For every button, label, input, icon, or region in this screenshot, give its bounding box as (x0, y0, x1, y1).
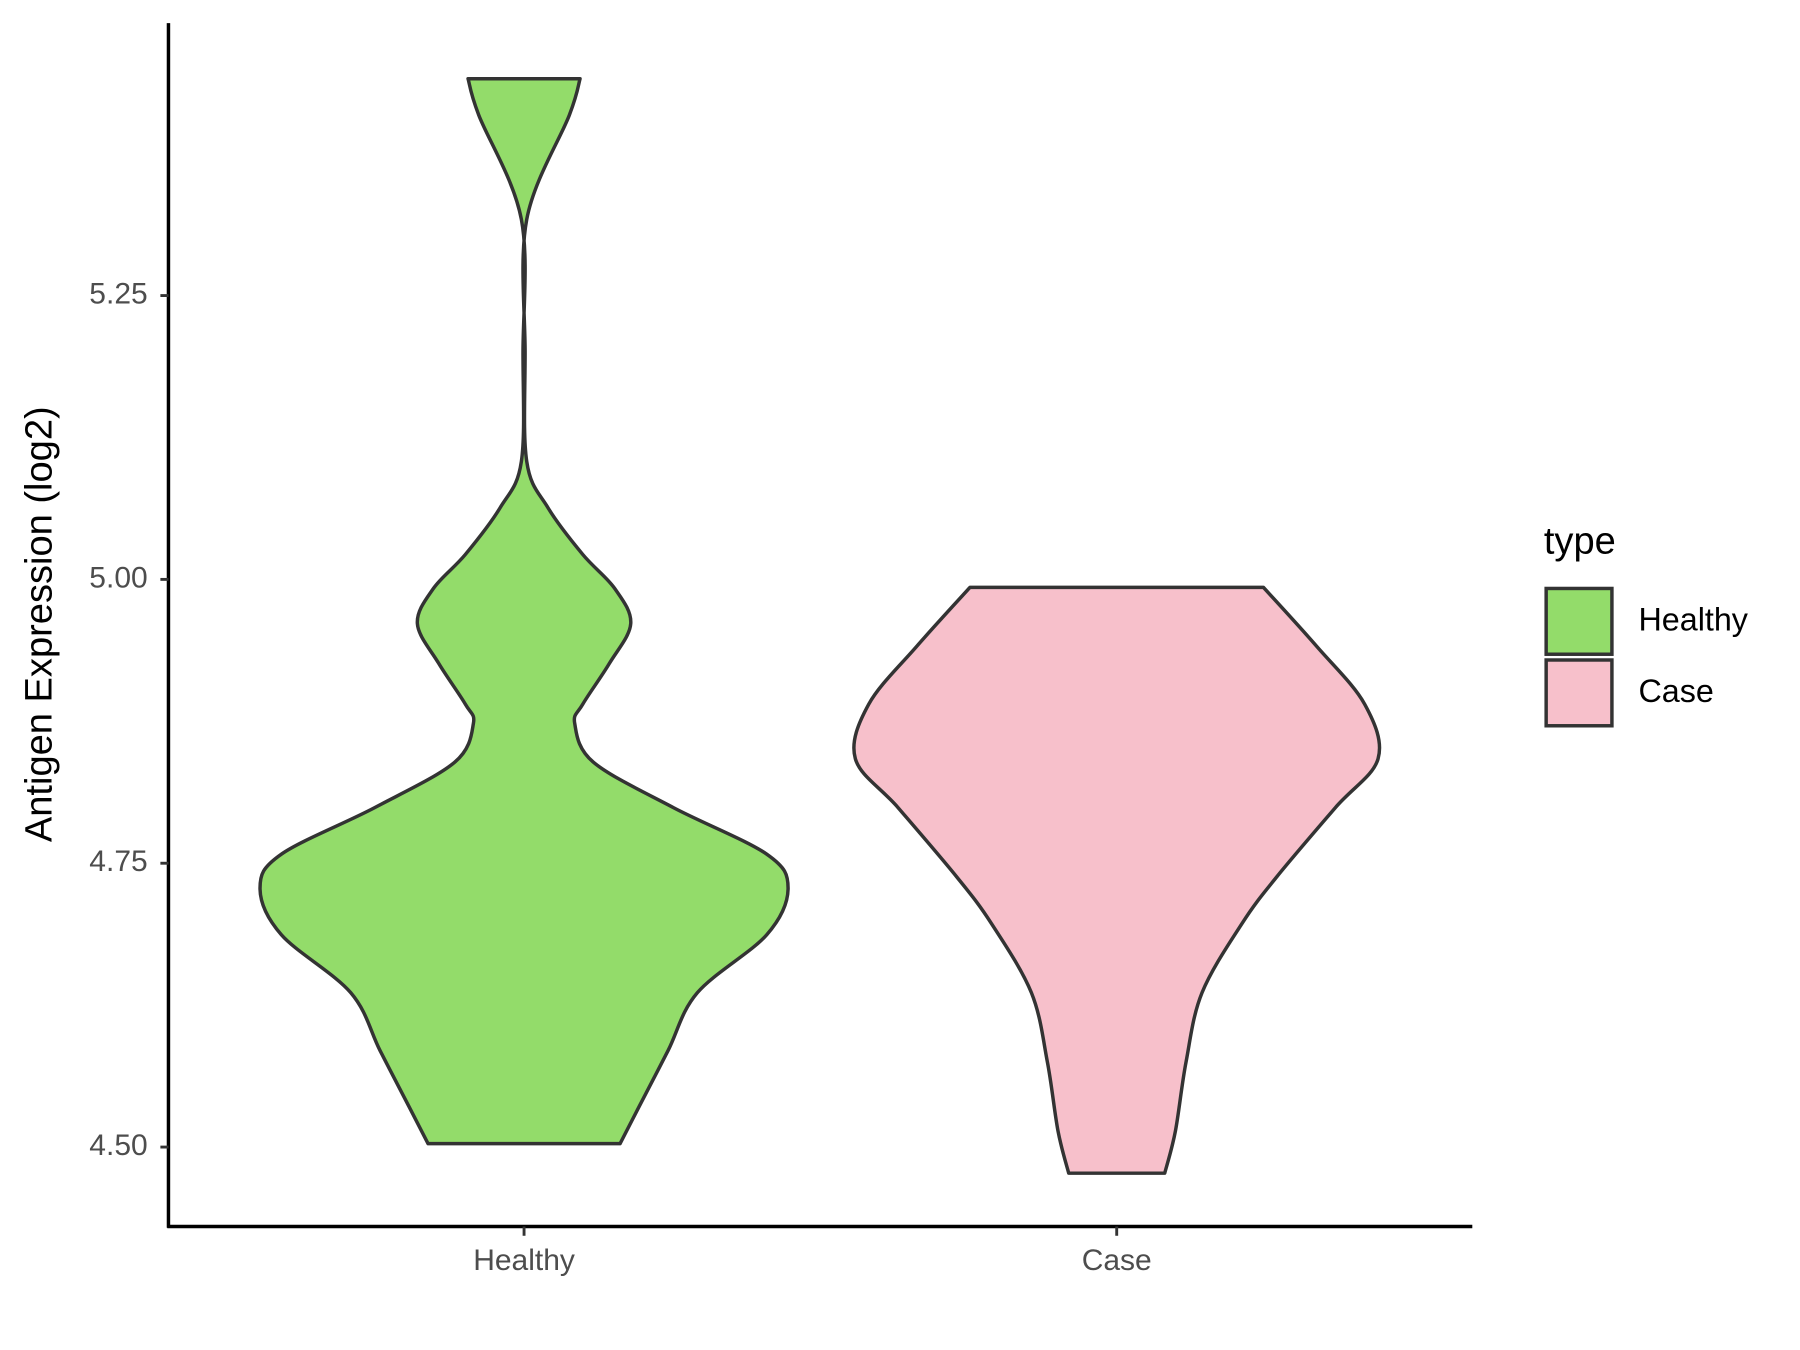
x-tick-label: Healthy (473, 1244, 575, 1277)
y-tick-label: 4.50 (89, 1129, 147, 1162)
legend-key (1544, 586, 1614, 656)
legend-label: Case (1638, 673, 1713, 709)
legend-key (1544, 658, 1614, 728)
y-tick-label: 4.75 (89, 845, 147, 878)
legend-label: Healthy (1638, 601, 1748, 637)
y-tick-label: 5.25 (89, 277, 147, 310)
violin (258, 76, 790, 1146)
y-tick-label: 5.00 (89, 561, 147, 594)
x-tick-label: Case (1082, 1244, 1152, 1277)
y-axis-title: Antigen Expression (log2) (19, 406, 61, 842)
violin (852, 585, 1382, 1175)
legend-title: type (1544, 521, 1616, 563)
